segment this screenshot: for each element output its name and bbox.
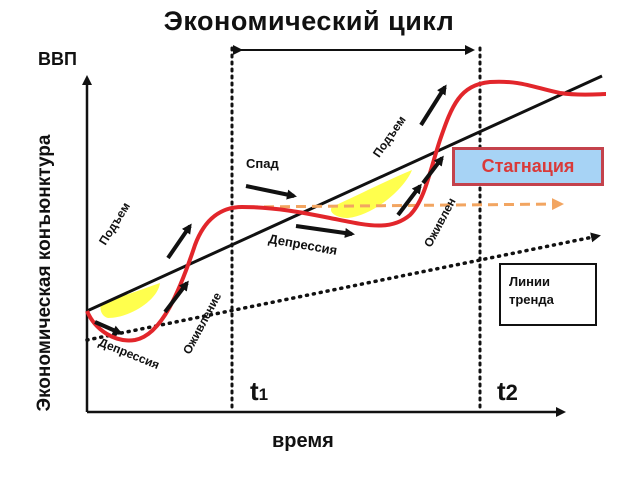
phase-label-decline: Спад — [246, 156, 279, 171]
stagnation-box: Стагнация — [452, 147, 604, 186]
direction-arrow — [166, 223, 192, 260]
stagnation-label: Стагнация — [481, 156, 575, 176]
economic-cycle-diagram — [82, 45, 607, 417]
direction-arrow — [163, 280, 189, 314]
direction-arrow — [295, 224, 355, 238]
stagnation-arrow — [247, 198, 564, 211]
solid-trend-line — [86, 74, 603, 313]
time-mark-t1: t1 — [250, 376, 269, 406]
trend-box-line2: тренда — [509, 292, 554, 307]
y-axis-label-gdp: ВВП — [38, 49, 77, 69]
y-axis-label-side: Экономическая конъюнктура — [34, 134, 55, 412]
dotted-trend-line — [85, 232, 601, 342]
trend-lines-box: Линии тренда — [499, 263, 597, 326]
trend-box-line1: Линии — [509, 274, 550, 289]
direction-arrow — [396, 183, 422, 217]
x-axis-label: время — [272, 430, 334, 452]
diagram-title: Экономический цикл — [163, 6, 455, 36]
direction-arrow — [421, 155, 444, 185]
time-mark-t2: t2 — [497, 376, 518, 406]
direction-arrow — [94, 320, 123, 335]
highlight-blob-1 — [100, 283, 160, 318]
direction-arrow — [245, 184, 297, 200]
direction-arrow — [419, 84, 447, 127]
